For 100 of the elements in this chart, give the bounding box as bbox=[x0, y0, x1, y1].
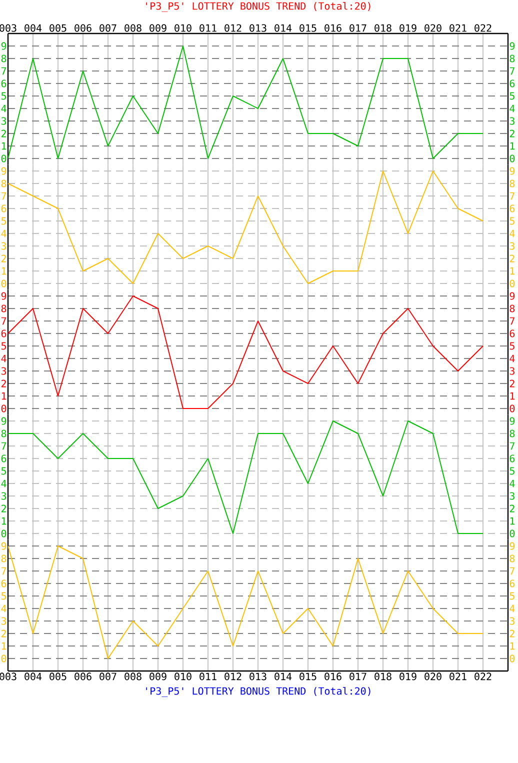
y2-tick-label: 9 bbox=[510, 42, 515, 50]
y2-tick-label: 0 bbox=[510, 530, 515, 538]
y2-tick-label: 8 bbox=[510, 180, 515, 188]
y2-tick-label: 6 bbox=[510, 454, 515, 462]
y2-tick-label: 1 bbox=[510, 392, 515, 400]
y2-tick-label: 2 bbox=[510, 504, 514, 512]
y-tick-label: 2 bbox=[2, 130, 6, 138]
y-tick-label: 1 bbox=[2, 517, 6, 525]
x-tick-label: 013 bbox=[250, 672, 266, 680]
x-tick-label: 014 bbox=[274, 24, 292, 32]
y2-tick-label: 5 bbox=[510, 92, 514, 100]
y2-tick-label: 2 bbox=[510, 380, 514, 388]
y-tick-label: 9 bbox=[1, 42, 6, 50]
y2-tick-label: 1 bbox=[510, 517, 515, 525]
y2-tick-label: 4 bbox=[510, 480, 515, 488]
y2-tick-label: 9 bbox=[510, 542, 515, 550]
line-series bbox=[8, 296, 484, 409]
y2-tick-label: 4 bbox=[510, 604, 515, 612]
x-tick-label: 014 bbox=[274, 672, 292, 680]
y-tick-label: 2 bbox=[2, 504, 6, 512]
x-tick-label: 013 bbox=[250, 24, 266, 32]
y-tick-label: 5 bbox=[1, 342, 6, 350]
y2-tick-label: 4 bbox=[510, 230, 515, 238]
y2-tick-label: 8 bbox=[510, 304, 515, 312]
x-tick-label: 021 bbox=[450, 24, 466, 32]
x-tick-label: 011 bbox=[200, 672, 216, 680]
x-tick-label: 010 bbox=[174, 672, 192, 680]
y-tick-label: 2 bbox=[2, 380, 6, 388]
y2-tick-label: 3 bbox=[510, 492, 514, 500]
y-tick-label: 3 bbox=[1, 242, 6, 250]
x-tick-label: 015 bbox=[300, 672, 316, 680]
y2-tick-label: 8 bbox=[510, 554, 515, 562]
y-tick-label: 7 bbox=[1, 67, 6, 75]
y2-tick-label: 0 bbox=[510, 280, 515, 288]
y-tick-label: 7 bbox=[1, 317, 6, 325]
y2-tick-label: 2 bbox=[510, 130, 514, 138]
y-tick-label: 0 bbox=[1, 530, 6, 538]
y2-tick-label: 3 bbox=[510, 617, 514, 625]
y-tick-label: 4 bbox=[1, 104, 6, 112]
x-tick-label: 004 bbox=[24, 24, 42, 32]
y-tick-label: 6 bbox=[1, 580, 6, 588]
y2-tick-label: 9 bbox=[510, 417, 515, 425]
y2-tick-label: 3 bbox=[510, 242, 514, 250]
y2-tick-label: 2 bbox=[510, 630, 514, 638]
x-tick-label: 010 bbox=[174, 24, 192, 32]
line-series bbox=[8, 46, 484, 159]
y-tick-label: 6 bbox=[1, 454, 6, 462]
y-tick-label: 8 bbox=[1, 430, 6, 438]
x-tick-label: 015 bbox=[300, 24, 316, 32]
y2-tick-label: 7 bbox=[510, 67, 514, 75]
y-tick-label: 4 bbox=[1, 604, 6, 612]
x-tick-label: 020 bbox=[424, 672, 442, 680]
y2-tick-label: 6 bbox=[510, 580, 515, 588]
y2-tick-label: 8 bbox=[510, 430, 515, 438]
x-tick-label: 004 bbox=[24, 672, 42, 680]
y-tick-label: 6 bbox=[1, 80, 6, 88]
y-tick-label: 6 bbox=[1, 330, 6, 338]
y-tick-label: 5 bbox=[1, 92, 6, 100]
y-tick-label: 2 bbox=[2, 254, 6, 262]
x-tick-label: 019 bbox=[400, 24, 416, 32]
x-tick-label: 005 bbox=[50, 24, 66, 32]
y2-tick-label: 4 bbox=[510, 354, 515, 362]
y2-tick-label: 5 bbox=[510, 342, 514, 350]
y-tick-label: 9 bbox=[1, 542, 6, 550]
y-tick-label: 3 bbox=[1, 367, 6, 375]
y-tick-label: 3 bbox=[1, 492, 6, 500]
chart-title: 'P3_P5' LOTTERY BONUS TREND (Total:20) bbox=[146, 2, 370, 12]
y-tick-label: 7 bbox=[1, 192, 6, 200]
y-tick-label: 0 bbox=[1, 654, 6, 662]
y-tick-label: 4 bbox=[1, 480, 6, 488]
y2-tick-label: 2 bbox=[510, 254, 514, 262]
y-tick-label: 1 bbox=[2, 267, 6, 275]
y-tick-label: 8 bbox=[1, 54, 6, 62]
x-tick-label: 018 bbox=[374, 672, 392, 680]
y-tick-label: 1 bbox=[2, 642, 6, 650]
y-tick-label: 8 bbox=[1, 180, 6, 188]
y-tick-label: 5 bbox=[1, 217, 6, 225]
y2-tick-label: 8 bbox=[510, 54, 515, 62]
line-series bbox=[8, 420, 484, 534]
y2-tick-label: 3 bbox=[510, 367, 514, 375]
y2-tick-label: 0 bbox=[510, 404, 515, 412]
x-tick-label: 018 bbox=[374, 24, 392, 32]
x-tick-label: 019 bbox=[400, 672, 416, 680]
y2-tick-label: 5 bbox=[510, 592, 514, 600]
y-tick-label: 9 bbox=[1, 417, 6, 425]
y2-tick-label: 6 bbox=[510, 330, 515, 338]
y2-tick-label: 7 bbox=[510, 442, 514, 450]
y-tick-label: 7 bbox=[1, 567, 6, 575]
y-tick-label: 0 bbox=[1, 280, 6, 288]
y-tick-label: 1 bbox=[2, 142, 6, 150]
x-tick-label: 009 bbox=[150, 24, 166, 32]
y-tick-label: 9 bbox=[1, 292, 6, 300]
line-series bbox=[8, 545, 484, 659]
y2-tick-label: 9 bbox=[510, 292, 515, 300]
y2-tick-label: 0 bbox=[510, 154, 515, 162]
y-tick-label: 8 bbox=[1, 304, 6, 312]
y2-tick-label: 7 bbox=[510, 567, 514, 575]
y-tick-label: 5 bbox=[1, 467, 6, 475]
y2-tick-label: 7 bbox=[510, 317, 514, 325]
y-tick-label: 4 bbox=[1, 354, 6, 362]
